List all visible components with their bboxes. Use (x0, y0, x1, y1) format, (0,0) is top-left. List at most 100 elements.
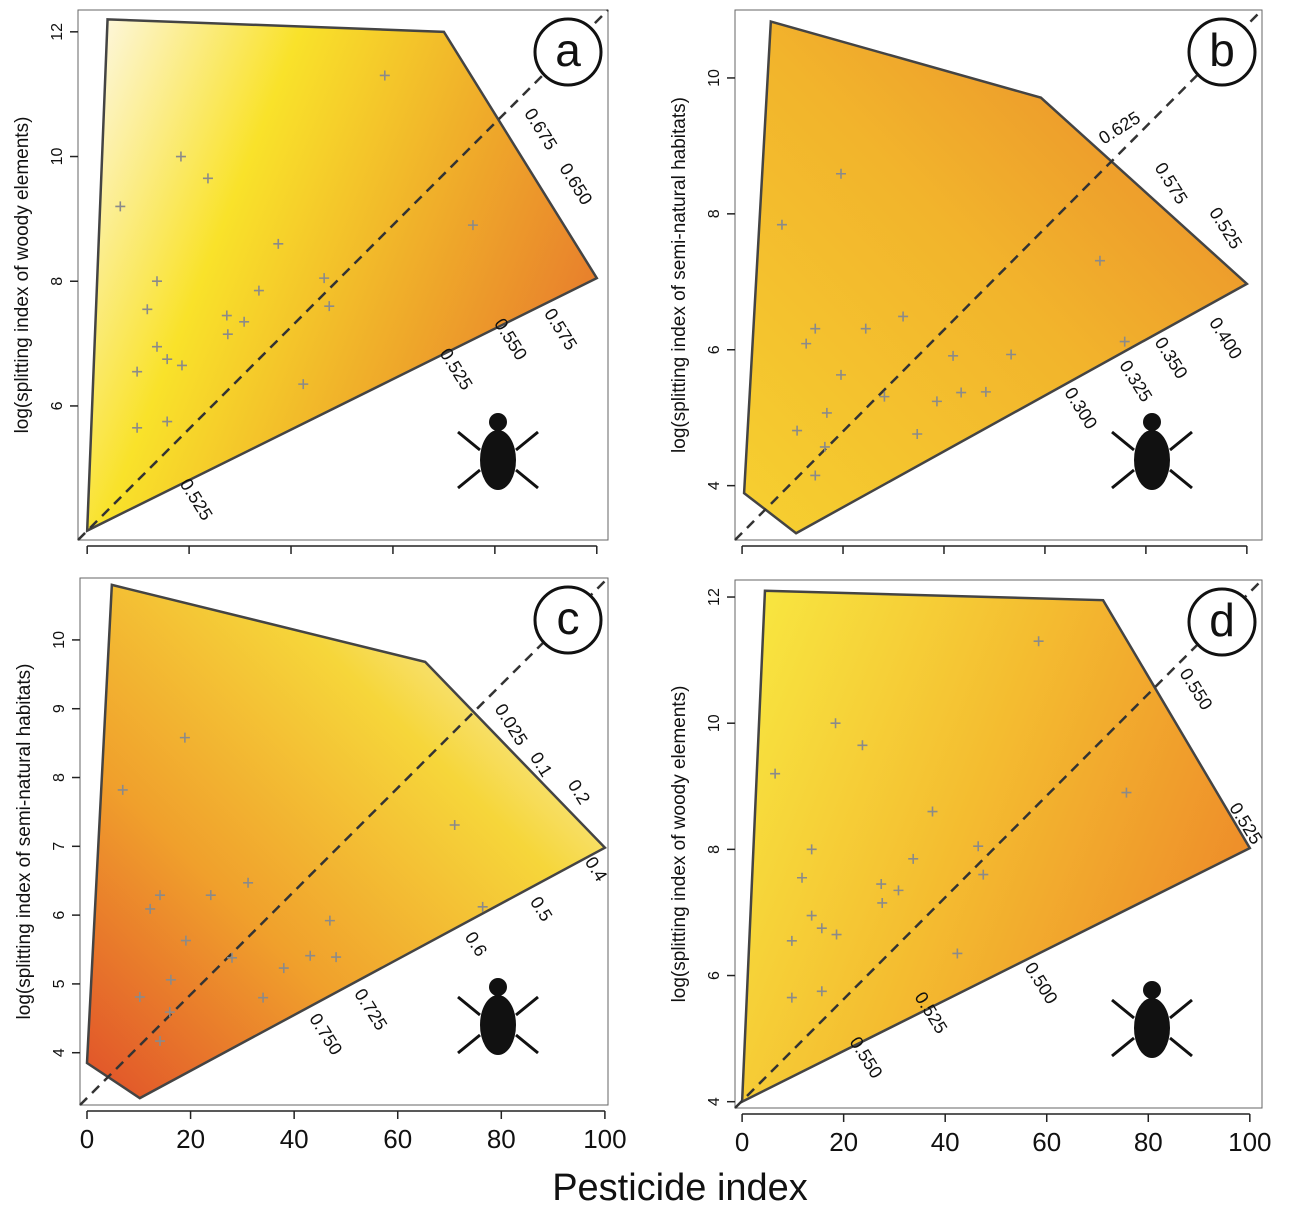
panel-letter: d (1209, 594, 1235, 646)
sample-point (786, 935, 797, 946)
panel-badge (1187, 17, 1257, 87)
panel-badge (533, 585, 603, 655)
sample-point (797, 872, 808, 883)
contour-label: 0.300 (1060, 384, 1101, 433)
contour-label: 0.5 (526, 893, 556, 925)
y-axis-title: log(splitting index of semi-natural habi… (14, 664, 35, 1020)
contour-label: 0.2 (564, 776, 594, 808)
sample-point (243, 877, 254, 888)
sample-point (273, 238, 284, 249)
sample-point (324, 915, 335, 926)
sample-point (956, 387, 967, 398)
sample-point (202, 173, 213, 184)
sample-point (978, 869, 989, 880)
organism-icon (480, 430, 516, 490)
sample-point (927, 806, 938, 817)
sample-point (155, 890, 166, 901)
sample-point (117, 784, 128, 795)
y-tick-label: 6 (706, 345, 723, 354)
x-tick-label: 0 (735, 1127, 749, 1157)
sample-point (898, 311, 909, 322)
sample-point (948, 350, 959, 361)
panel-badge (533, 17, 603, 87)
sample-point (477, 901, 488, 912)
contour-label: 0.500 (1021, 959, 1062, 1008)
contour-label: 0.550 (490, 315, 531, 364)
sample-point (227, 952, 238, 963)
sample-point (379, 70, 390, 81)
sample-point (1006, 349, 1017, 360)
y-tick-label: 8 (51, 773, 68, 782)
sample-point (258, 992, 269, 1003)
sample-point (142, 304, 153, 315)
sample-point (860, 323, 871, 334)
y-tick-label: 5 (51, 979, 68, 988)
organism-icon (1111, 430, 1193, 490)
y-tick-label: 8 (49, 277, 66, 286)
organism-icon (489, 978, 507, 996)
sample-point (162, 354, 173, 365)
x-axis-title: Pesticide index (552, 1167, 808, 1209)
contour-label: 0.525 (1205, 204, 1246, 253)
sample-point (132, 422, 143, 433)
contour-label: 0.525 (176, 475, 217, 524)
panel: 4 6 8 10 12 0 20 40 60 80 100 log(splitting index o… (669, 579, 1272, 1157)
sample-point (324, 301, 335, 312)
y-tick-label: 8 (706, 209, 723, 218)
sample-point (830, 718, 841, 729)
sample-point (816, 986, 827, 997)
x-tick-label: 40 (931, 1127, 960, 1157)
y-tick-label: 7 (51, 842, 68, 851)
reference-diagonal (79, 577, 609, 1106)
sample-point (973, 841, 984, 852)
contour-label: 0.400 (1205, 314, 1246, 363)
y-tick-label: 10 (706, 714, 723, 732)
sample-point (165, 974, 176, 985)
contour-label: 0.625 (1095, 107, 1144, 148)
organism-icon (1111, 998, 1193, 1058)
x-tick-label: 20 (829, 1127, 858, 1157)
y-tick-label: 6 (51, 911, 68, 920)
y-tick-label: 12 (49, 23, 66, 41)
plot-frame (77, 9, 609, 541)
sample-point (810, 323, 821, 334)
y-tick-label: 10 (51, 631, 68, 649)
contour-label: 0.350 (1151, 334, 1192, 383)
sample-point (786, 992, 797, 1003)
sample-point (180, 935, 191, 946)
contour-label: 0.575 (540, 305, 581, 354)
sample-point (176, 360, 187, 371)
y-tick-label: 10 (706, 69, 723, 87)
contour-label: 0.550 (1176, 665, 1217, 714)
sample-point (1121, 787, 1132, 798)
x-tick-label: 100 (1228, 1127, 1271, 1157)
organism-icon (457, 995, 539, 1055)
x-tick-label: 40 (280, 1124, 309, 1154)
x-tick-label: 20 (176, 1124, 205, 1154)
hull-surface (742, 19, 1249, 535)
x-tick-label: 0 (80, 1124, 94, 1154)
sample-point (776, 219, 787, 230)
panel-letter: c (557, 592, 580, 644)
contour-label: 0.750 (305, 1010, 346, 1059)
y-axis-title: log(splitting index of woody elements) (669, 686, 690, 1003)
y-tick-label: 6 (706, 971, 723, 980)
plot-frame (79, 577, 609, 1106)
y-axis-title: log(splitting index of semi-natural habi… (669, 97, 690, 453)
sample-point (912, 429, 923, 439)
contour-label: 0.550 (846, 1033, 887, 1082)
reference-diagonal (77, 9, 609, 541)
organism-icon (489, 413, 507, 431)
sample-point (179, 732, 190, 743)
sample-point (298, 379, 309, 390)
contour-label: 0.6 (461, 928, 491, 960)
sample-point (151, 341, 162, 352)
organism-icon (1134, 998, 1170, 1058)
y-axis-title: log(splitting index of woody elements) (12, 117, 33, 434)
sample-point (801, 338, 812, 349)
sample-point (836, 168, 847, 179)
sample-point (836, 369, 847, 380)
sample-point (278, 963, 289, 974)
